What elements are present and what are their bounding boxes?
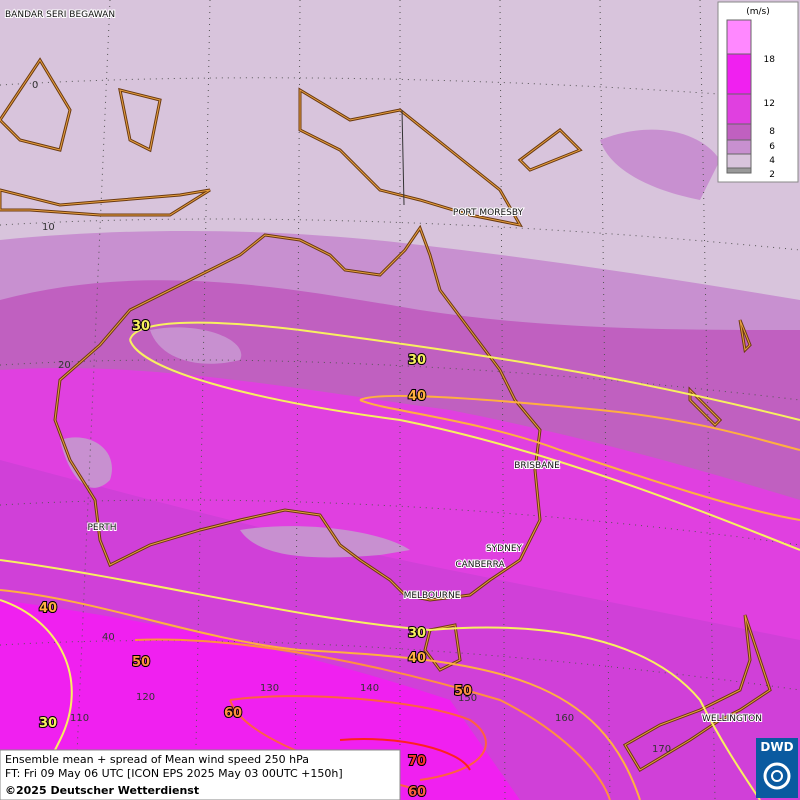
contour-label: 40 <box>39 601 57 616</box>
contour-label: 50 <box>454 684 472 699</box>
contour-label: 30 <box>39 716 57 731</box>
contour-label: 30 <box>408 353 426 368</box>
latitude-label: 20 <box>58 360 71 371</box>
contour-label: 40 <box>408 389 426 404</box>
contour-label: 40 <box>408 651 426 666</box>
contour-label: 70 <box>408 754 426 769</box>
latitude-label: 10 <box>42 222 55 233</box>
longitude-label: 140 <box>360 683 379 694</box>
labels: BANDAR SERI BEGAWAN PORT MORESBY BRISBANE P… <box>4 9 763 800</box>
longitude-label: 130 <box>260 683 279 694</box>
legend-tick-label: 6 <box>769 142 775 152</box>
footer-line: FT: Fri 09 May 06 UTC [ICON EPS 2025 May… <box>5 767 343 780</box>
legend-unit: (m/s) <box>746 7 770 17</box>
contour-label: 60 <box>224 706 242 721</box>
longitude-label: 110 <box>70 713 89 724</box>
footer-line: ©2025 Deutscher Wetterdienst <box>5 784 199 797</box>
latitude-label: 0 <box>32 80 38 91</box>
legend: (m/s) 18 12 8 6 4 2 <box>717 1 799 183</box>
city-label: SYDNEY <box>486 544 523 554</box>
longitude-label: 160 <box>555 713 574 724</box>
coastline <box>0 57 772 773</box>
contour-label: 30 <box>408 626 426 641</box>
longitude-label: 120 <box>136 692 155 703</box>
legend-tick-label: 12 <box>764 99 775 109</box>
city-label: PERTH <box>88 523 117 533</box>
longitude-label: 170 <box>652 744 671 755</box>
contour-label: 30 <box>132 319 150 334</box>
contour-label: 60 <box>408 785 426 800</box>
city-label: PORT MORESBY <box>453 208 524 218</box>
wind-band <box>600 129 720 200</box>
legend-tick-label: 2 <box>769 170 775 180</box>
logo-text: DWD <box>760 740 793 754</box>
footer: Ensemble mean + spread of Mean wind spee… <box>0 749 401 800</box>
latitude-label: 40 <box>102 632 115 643</box>
contours <box>0 321 800 800</box>
contour-label: 50 <box>132 655 150 670</box>
city-label: WELLINGTON <box>702 714 762 724</box>
legend-tick-label: 8 <box>769 127 775 137</box>
city-label: CANBERRA <box>455 560 505 570</box>
logo: DWD <box>756 738 798 798</box>
footer-line: Ensemble mean + spread of Mean wind spee… <box>5 753 309 766</box>
city-label: MELBOURNE <box>404 591 461 601</box>
longitude-label: 150 <box>458 693 477 704</box>
city-label: BRISBANE <box>514 461 560 471</box>
city-label: BANDAR SERI BEGAWAN <box>5 10 115 20</box>
legend-tick-label: 4 <box>769 156 775 166</box>
legend-tick-label: 18 <box>764 55 776 65</box>
